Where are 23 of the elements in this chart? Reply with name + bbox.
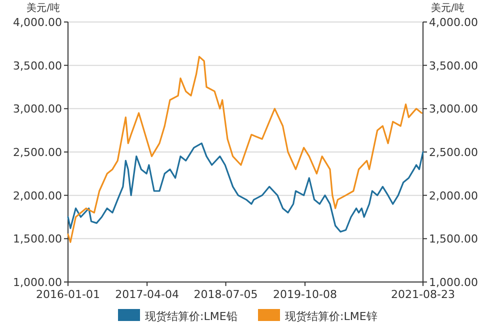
legend-label: 现货结算价:LME铅 [145,310,238,323]
y-tick-label: 2,000.00 [13,189,62,202]
y2-tick-label: 2,000.00 [429,189,478,202]
x-tick-label: 2017-04-04 [115,288,180,301]
y-tick-label: 3,000.00 [13,102,62,116]
y-tick-label: 4,000.00 [13,16,62,29]
y2-tick-label: 3,500.00 [429,59,478,72]
y2-axis-title: 美元/吨 [431,2,464,14]
x-tick-label: 2016-01-01 [36,288,100,301]
x-tick-label: 2019-10-08 [273,288,337,301]
y-tick-label: 1,000.00 [13,276,62,289]
y-tick-label: 2,500.00 [13,146,62,159]
legend-label: 现货结算价:LME锌 [285,310,378,323]
y2-tick-label: 3,000.00 [429,102,478,116]
y2-tick-label: 1,000.00 [429,276,478,289]
y2-tick-label: 2,500.00 [429,146,478,159]
y-tick-label: 3,500.00 [13,59,62,72]
y2-tick-label: 1,500.00 [429,232,478,246]
x-tick-label: 2018-07-05 [194,288,258,301]
y2-tick-label: 4,000.00 [429,16,478,29]
y-tick-label: 1,500.00 [13,232,62,246]
x-tick-label: 2021-08-23 [391,288,455,301]
y-axis-title: 美元/吨 [26,2,60,14]
